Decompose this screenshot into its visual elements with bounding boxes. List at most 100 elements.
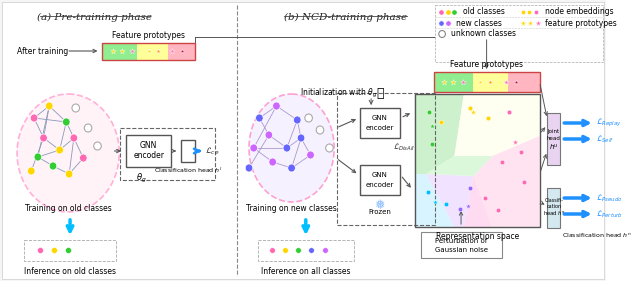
Circle shape	[273, 102, 280, 110]
Circle shape	[245, 164, 253, 172]
Circle shape	[283, 144, 291, 152]
Point	[427, 142, 437, 146]
Polygon shape	[415, 94, 464, 174]
Circle shape	[65, 170, 73, 178]
Text: $\mathcal{L}_{Replay}$: $\mathcal{L}_{Replay}$	[596, 117, 622, 129]
Point	[430, 200, 440, 204]
Bar	[360, 108, 399, 138]
Text: $h^u$: $h^u$	[549, 142, 559, 152]
Point	[424, 110, 434, 114]
Circle shape	[56, 146, 63, 154]
Text: Training on new classes: Training on new classes	[246, 204, 337, 213]
Text: new classes: new classes	[456, 19, 502, 28]
Point	[449, 80, 459, 84]
Point	[479, 196, 490, 200]
Bar	[257, 240, 354, 261]
Circle shape	[250, 144, 257, 152]
Bar	[473, 72, 508, 92]
Point	[307, 248, 317, 252]
Point	[518, 10, 528, 14]
Circle shape	[255, 114, 263, 122]
Polygon shape	[415, 174, 454, 227]
Text: Initialization with $\theta_{g}$: Initialization with $\theta_{g}$	[300, 87, 378, 100]
Circle shape	[269, 158, 276, 166]
Polygon shape	[426, 174, 474, 227]
Point	[449, 10, 460, 14]
Point	[525, 21, 535, 25]
Point	[483, 116, 493, 120]
Point	[497, 160, 507, 164]
Text: node embeddings: node embeddings	[545, 8, 614, 17]
Ellipse shape	[249, 94, 334, 202]
Text: After training: After training	[17, 47, 68, 56]
Text: Inference on all classes: Inference on all classes	[261, 267, 351, 276]
Circle shape	[79, 154, 87, 162]
Text: unknown classes: unknown classes	[451, 30, 516, 38]
Bar	[102, 43, 138, 60]
Point	[500, 80, 511, 84]
Point	[504, 110, 515, 114]
Text: $\mathcal{L}_{Self}$: $\mathcal{L}_{Self}$	[596, 133, 614, 145]
Bar	[433, 72, 473, 92]
Bar	[126, 135, 172, 167]
Circle shape	[63, 118, 70, 126]
Point	[468, 110, 479, 114]
Point	[427, 124, 437, 128]
Point	[436, 21, 446, 25]
Point	[443, 21, 453, 25]
Point	[443, 10, 453, 14]
Point	[293, 248, 303, 252]
Circle shape	[40, 134, 47, 142]
Text: GNN: GNN	[372, 172, 388, 178]
Text: Gaussian noise: Gaussian noise	[435, 247, 488, 253]
Point	[532, 21, 543, 25]
Point	[423, 190, 433, 194]
Text: $\theta_{g}$: $\theta_{g}$	[136, 172, 147, 185]
Circle shape	[288, 164, 296, 172]
Point	[493, 208, 503, 212]
Text: encoder: encoder	[365, 182, 394, 188]
Text: Feature prototypes: Feature prototypes	[450, 60, 523, 69]
Text: head $h^n$: head $h^n$	[543, 210, 565, 218]
Text: Frozen: Frozen	[368, 209, 391, 215]
Circle shape	[305, 114, 312, 122]
Point	[465, 186, 475, 190]
Point	[455, 207, 465, 211]
Bar	[433, 72, 540, 92]
Point	[441, 202, 451, 206]
Circle shape	[84, 124, 92, 132]
Point	[117, 49, 127, 53]
Bar	[508, 72, 540, 92]
Point	[108, 49, 118, 53]
Polygon shape	[474, 136, 540, 227]
Bar	[337, 93, 435, 225]
Circle shape	[326, 144, 333, 152]
Bar	[181, 140, 195, 162]
Circle shape	[49, 162, 57, 170]
Bar	[168, 43, 195, 60]
Text: Classification head $h^n$: Classification head $h^n$	[563, 232, 632, 240]
Text: $\mathcal{L}_{Pseudo}$: $\mathcal{L}_{Pseudo}$	[596, 192, 623, 204]
Bar	[415, 94, 540, 227]
Text: encoder: encoder	[133, 151, 164, 160]
Point	[436, 10, 446, 14]
Text: Training on old classes: Training on old classes	[25, 204, 111, 213]
Text: GNN: GNN	[140, 140, 157, 149]
Point	[143, 49, 154, 53]
Circle shape	[294, 116, 301, 124]
Text: Feature prototypes: Feature prototypes	[112, 31, 185, 40]
Text: Representation space: Representation space	[435, 232, 519, 241]
Circle shape	[297, 134, 305, 142]
Point	[167, 49, 177, 53]
Text: (a) Pre-training phase: (a) Pre-training phase	[37, 13, 152, 22]
Point	[49, 248, 59, 252]
Polygon shape	[464, 176, 492, 227]
Circle shape	[93, 142, 101, 150]
Point	[516, 150, 526, 154]
Bar	[102, 43, 195, 60]
Point	[518, 180, 529, 184]
Bar	[421, 232, 502, 258]
Text: Inference on old classes: Inference on old classes	[24, 267, 116, 276]
Bar	[547, 113, 561, 165]
Circle shape	[265, 131, 273, 139]
